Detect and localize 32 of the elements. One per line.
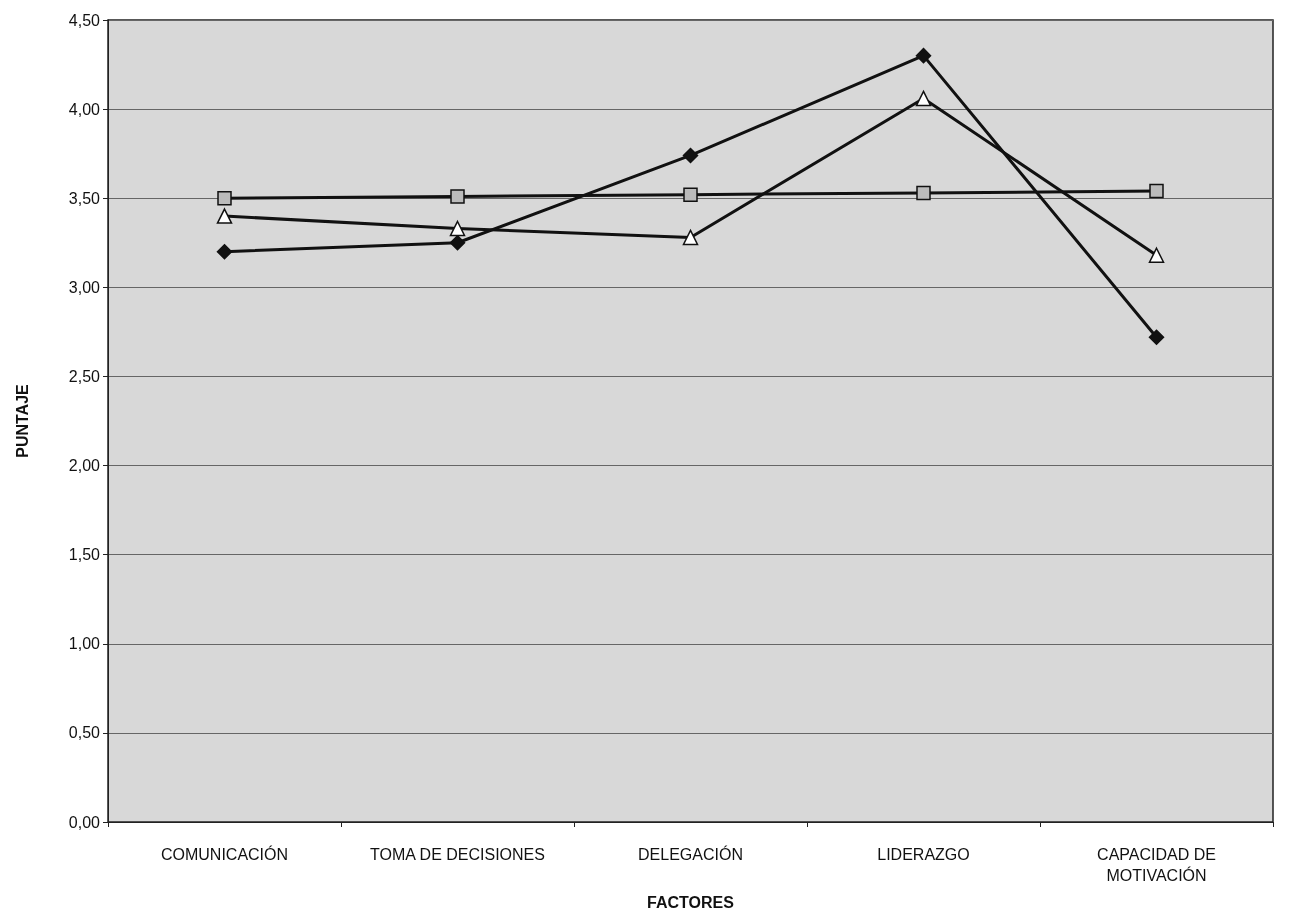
y-tick-label: 4,50 (68, 11, 101, 29)
y-axis-title: PUNTAJE (13, 383, 31, 458)
point (216, 208, 233, 224)
y-tick-label: 0,50 (68, 724, 101, 742)
point (1149, 183, 1164, 199)
x-tick-label: LIDERAZGO (877, 846, 970, 863)
point (1148, 247, 1165, 263)
y-tick-label: 1,00 (68, 635, 101, 653)
point (682, 147, 699, 164)
y-tick-label: 4,00 (68, 100, 101, 118)
point (683, 187, 698, 202)
point (449, 220, 466, 237)
point (449, 235, 466, 251)
x-tick-label: DELEGACIÓN (638, 845, 743, 863)
point (1148, 329, 1165, 345)
y-tick-label: 3,00 (68, 278, 101, 296)
point (915, 47, 932, 64)
x-axis-title: FACTORES (647, 893, 735, 911)
point (216, 243, 233, 260)
point (450, 189, 465, 204)
x-tick-label: COMUNICACIÓN (160, 845, 289, 863)
y-tick-label: 0,00 (68, 813, 101, 831)
y-tick-label: 1,50 (68, 546, 101, 564)
y-tick-label: 2,00 (68, 457, 101, 475)
point (915, 90, 932, 107)
y-tick-label: 2,50 (68, 367, 101, 385)
x-tick-label: CAPACIDAD DE MOTIVACIÓN (1097, 846, 1216, 884)
point (682, 229, 699, 246)
y-tick-label: 3,50 (68, 189, 101, 207)
x-tick-label: TOMA DE DECISIONES (370, 846, 545, 863)
point (916, 185, 931, 201)
point (217, 190, 232, 206)
